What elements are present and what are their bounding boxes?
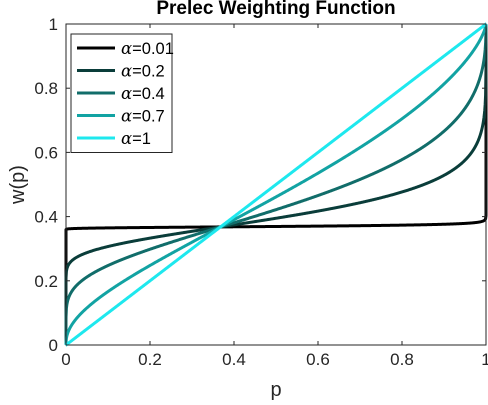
series-line-4	[64, 22, 488, 347]
legend-label-0: α=0.01	[121, 39, 174, 58]
series-line-2	[64, 22, 488, 345]
y-tick-label-3: 0.6	[34, 143, 58, 162]
legend-label-3: α=0.7	[121, 107, 165, 126]
y-tick-label-5: 1	[49, 15, 58, 34]
series-line-1	[64, 24, 488, 345]
series-line-0	[64, 24, 488, 345]
y-tick-label-1: 0.2	[34, 272, 58, 291]
y-tick-label-4: 0.8	[34, 79, 58, 98]
legend: α=0.01 α=0.2 α=0.4 α=0.7 α=1	[70, 33, 174, 153]
x-axis-label: p	[270, 379, 281, 401]
y-axis-label: w(p)	[7, 165, 29, 205]
x-tick-label-1: 0.2	[138, 350, 162, 369]
x-tick-label-0: 0	[61, 350, 70, 369]
legend-label-4: α=1	[121, 129, 151, 148]
x-tick-label-5: 1	[481, 350, 488, 369]
x-tick-label-3: 0.6	[306, 350, 330, 369]
series-line-3	[64, 22, 488, 347]
x-axis: 0 0.2 0.4 0.6 0.8 1	[61, 24, 488, 369]
legend-label-1: α=0.2	[121, 62, 165, 81]
x-tick-label-2: 0.4	[222, 350, 246, 369]
y-tick-label-2: 0.4	[34, 208, 58, 227]
plot-area	[64, 22, 488, 347]
y-tick-label-0: 0	[49, 336, 58, 355]
legend-label-2: α=0.4	[121, 84, 165, 103]
x-tick-label-4: 0.8	[390, 350, 414, 369]
y-axis: 0 0.2 0.4 0.6 0.8 1	[34, 15, 486, 355]
chart-title: Prelec Weighting Function	[156, 0, 395, 19]
plot-frame	[65, 23, 487, 346]
